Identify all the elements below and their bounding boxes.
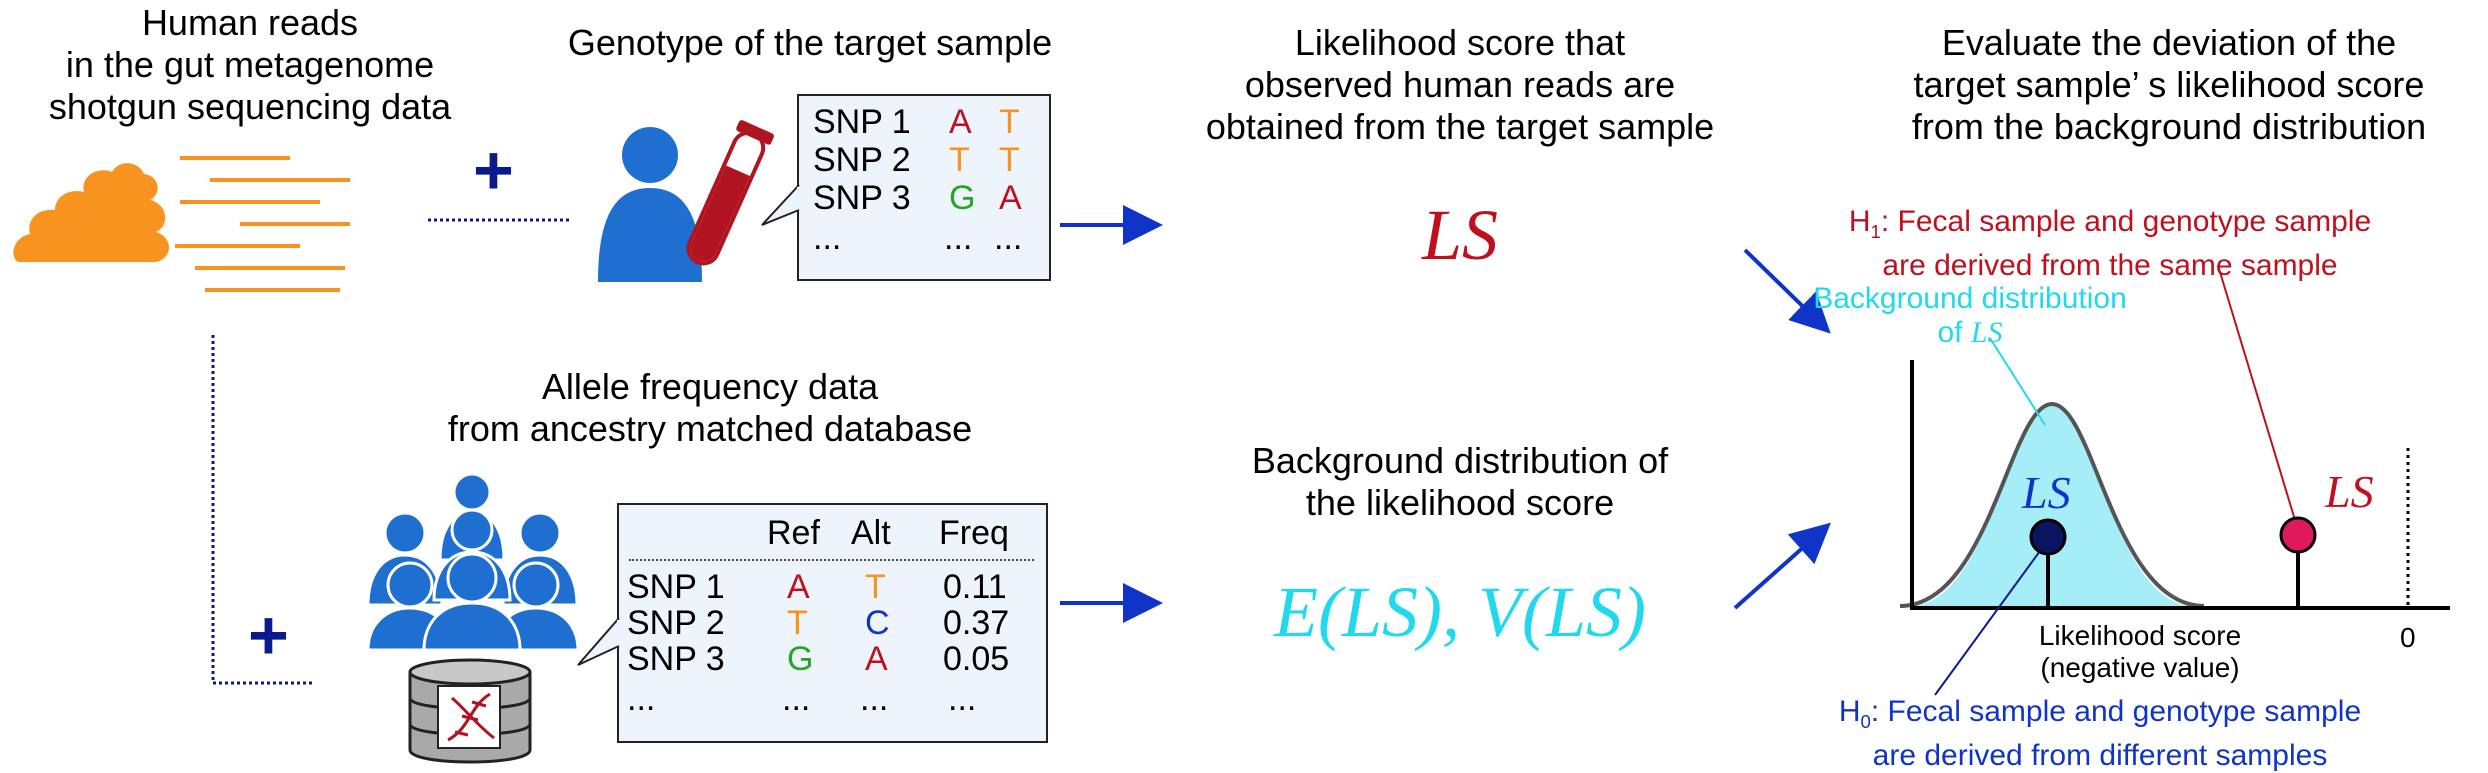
table-snp-3: SNP 3 (627, 640, 725, 678)
table-header-ref: Ref (767, 514, 820, 552)
evaluate-line2: target sample’ s likelihood score (1913, 64, 2425, 105)
table-ref-3: G (787, 640, 814, 678)
h1-prefix: H (1848, 205, 1871, 238)
h1-pointer-line (2219, 271, 2299, 531)
genotype-allele-1b: T (999, 103, 1020, 141)
human-reads-title: Human reads in the gut metagenome shotgu… (0, 2, 500, 128)
likelihood-title: Likelihood score that observed human rea… (1140, 22, 1780, 148)
table-snp-2: SNP 2 (627, 604, 725, 642)
likelihood-line3: obtained from the target sample (1205, 106, 1715, 147)
background-line1: Background distribution of (1251, 440, 1669, 481)
evaluate-line1: Evaluate the deviation of the (1941, 22, 2397, 63)
genotype-table: SNP 1 A T SNP 2 T T SNP 3 G A ... ... ..… (797, 94, 1051, 281)
table-alt-1: T (865, 568, 886, 606)
h0-prefix: H (1838, 695, 1861, 728)
likelihood-line1: Likelihood score that (1294, 22, 1626, 63)
target-marker (2279, 516, 2317, 554)
h0-sub: 0 (1860, 710, 1871, 732)
table-alt-2: C (865, 604, 890, 642)
h1-line2: are derived from the same sample (1882, 248, 2338, 282)
table-snp-1: SNP 1 (627, 568, 725, 606)
table-ref-2: T (787, 604, 808, 642)
background-formula: E(LS), V(LS) (1274, 572, 1646, 652)
allele-freq-line1: Allele frequency data (541, 366, 879, 407)
table-ref-more: ... (782, 680, 811, 718)
bg-dist-label: Background distribution of LS (1800, 282, 2140, 350)
bg-dist-line2-symbol: LS (1970, 316, 2003, 349)
h0-line2: are derived from different samples (1872, 738, 2328, 772)
x-axis-label: Likelihood score (negative value) (1990, 620, 2290, 684)
h0-pointer-line (1934, 539, 2049, 696)
genotype-allele-1a: A (949, 103, 972, 141)
background-title: Background distribution of the likelihoo… (1140, 440, 1780, 524)
genotype-allele-3b: A (999, 179, 1022, 217)
bg-dist-line1: Background distribution (1813, 282, 2127, 315)
h1-sub: 1 (1870, 220, 1881, 242)
genotype-allele-more-a: ... (944, 219, 973, 257)
table-alt-3: A (865, 640, 888, 678)
ls-mean-label: LS (2022, 467, 2071, 518)
allele-freq-table: Ref Alt Freq SNP 1 A T 0.11 SNP 2 T C 0.… (617, 503, 1048, 743)
genotype-snp-3: SNP 3 (813, 179, 911, 217)
likelihood-line2: observed human reads are (1244, 64, 1676, 105)
table-alt-more: ... (860, 680, 889, 718)
human-reads-line1: Human reads (141, 2, 359, 43)
zero-tick-label: 0 (2400, 622, 2416, 653)
distribution-curve (1899, 401, 2205, 608)
distribution-fill (1910, 404, 2194, 606)
mean-marker (2029, 518, 2067, 556)
table-freq-2: 0.37 (943, 604, 1010, 642)
table-freq-more: ... (948, 680, 977, 718)
h1-line1: : Fecal sample and genotype sample (1880, 205, 2372, 238)
plus-symbol-bottom: + (248, 596, 289, 674)
genotype-title: Genotype of the target sample (567, 22, 1053, 63)
evaluate-line3: from the background distribution (1911, 106, 2427, 147)
bg-pointer-line (1989, 337, 2046, 426)
table-freq-1: 0.11 (943, 568, 1007, 606)
human-reads-line2: in the gut metagenome (65, 44, 435, 85)
background-line2: the likelihood score (1305, 482, 1615, 523)
table-header-alt: Alt (851, 514, 891, 552)
bg-dist-line2-prefix: of (1937, 316, 1971, 349)
plus-symbol-top: + (473, 131, 514, 209)
genotype-snp-2: SNP 2 (813, 141, 911, 179)
table-header-freq: Freq (939, 514, 1009, 552)
h0-label: H0: Fecal sample and genotype sample are… (1800, 695, 2400, 773)
genotype-allele-3a: G (949, 179, 976, 217)
allele-freq-line2: from ancestry matched database (447, 408, 973, 449)
table-ref-1: A (787, 568, 810, 606)
table-freq-3: 0.05 (943, 640, 1010, 678)
ls-symbol: LS (1421, 195, 1499, 275)
h1-label: H1: Fecal sample and genotype sample are… (1830, 205, 2390, 283)
genotype-snp-1: SNP 1 (813, 103, 911, 141)
table-header-divider (629, 559, 1034, 561)
human-reads-line3: shotgun sequencing data (48, 86, 452, 127)
x-axis-label-line1: Likelihood score (2038, 620, 2242, 651)
ls-target-label: LS (2325, 466, 2374, 517)
genotype-snp-more: ... (813, 219, 842, 257)
genotype-allele-2a: T (949, 141, 970, 179)
genotype-allele-2b: T (999, 141, 1020, 179)
genotype-allele-more-b: ... (994, 219, 1023, 257)
evaluate-title: Evaluate the deviation of the target sam… (1850, 22, 2488, 148)
table-snp-more: ... (627, 680, 656, 718)
h0-line1: : Fecal sample and genotype sample (1870, 695, 2362, 728)
x-axis-label-line2: (negative value) (2040, 652, 2240, 683)
allele-freq-title: Allele frequency data from ancestry matc… (350, 366, 1070, 450)
